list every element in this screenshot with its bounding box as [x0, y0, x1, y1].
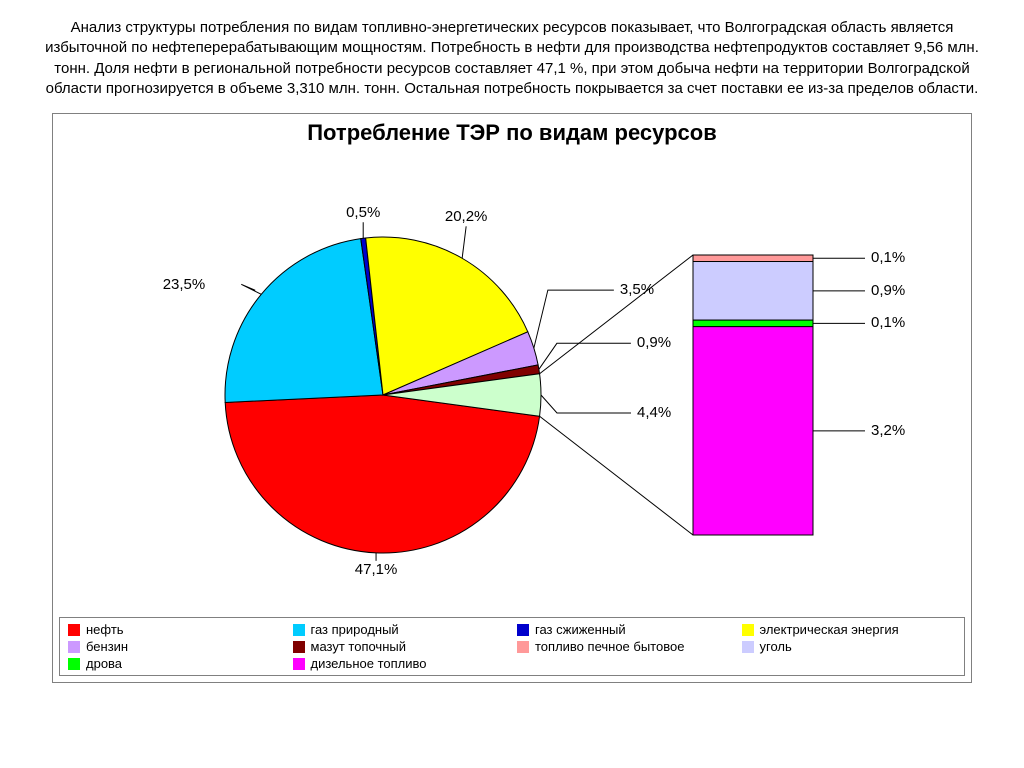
legend-label: электрическая энергия — [760, 622, 899, 637]
chart-container: Потребление ТЭР по видам ресурсов 47,1% 2… — [52, 113, 972, 683]
legend-item: газ природный — [293, 622, 508, 637]
bar-segment — [693, 320, 813, 327]
legend-label: топливо печное бытовое — [535, 639, 684, 654]
legend-swatch — [742, 641, 754, 653]
legend-label: бензин — [86, 639, 128, 654]
legend-swatch — [517, 641, 529, 653]
legend-swatch — [68, 641, 80, 653]
callout-label: 0,5% — [346, 204, 380, 221]
intro-paragraph: Анализ структуры потребления по видам то… — [40, 18, 984, 99]
callout-label: 23,5% — [163, 276, 206, 293]
callout-label: 20,2% — [445, 208, 488, 225]
legend-item: газ сжиженный — [517, 622, 732, 637]
legend-swatch — [293, 658, 305, 670]
legend-label: дизельное топливо — [311, 656, 427, 671]
breakout-bar — [53, 150, 973, 604]
legend-item: нефть — [68, 622, 283, 637]
callout-label: 0,9% — [637, 334, 671, 351]
bar-segment — [693, 327, 813, 535]
legend-item: дрова — [68, 656, 283, 671]
callout-label: 0,1% — [871, 314, 905, 331]
legend-item: дизельное топливо — [293, 656, 508, 671]
bar-segment — [693, 262, 813, 321]
callout-label: 3,2% — [871, 422, 905, 439]
legend-item: топливо печное бытовое — [517, 639, 732, 654]
legend-swatch — [293, 641, 305, 653]
bar-segment — [693, 255, 813, 262]
chart-area: 47,1% 23,5% 0,5% 20,2% 3,5% 0,9% 4,4% 0,1% 0,9% 0… — [53, 150, 971, 602]
legend-item: электрическая энергия — [742, 622, 957, 637]
legend-item: уголь — [742, 639, 957, 654]
legend: нефть газ природный газ сжиженный электриче… — [59, 617, 965, 676]
callout-label: 0,9% — [871, 282, 905, 299]
legend-label: газ сжиженный — [535, 622, 626, 637]
legend-swatch — [517, 624, 529, 636]
legend-swatch — [742, 624, 754, 636]
legend-swatch — [68, 624, 80, 636]
legend-swatch — [68, 658, 80, 670]
legend-item: бензин — [68, 639, 283, 654]
callout-label: 4,4% — [637, 404, 671, 421]
legend-swatch — [293, 624, 305, 636]
legend-item: мазут топочный — [293, 639, 508, 654]
chart-title: Потребление ТЭР по видам ресурсов — [53, 120, 971, 146]
legend-label: мазут топочный — [311, 639, 406, 654]
callout-label: 47,1% — [355, 561, 398, 578]
legend-label: газ природный — [311, 622, 399, 637]
legend-label: уголь — [760, 639, 792, 654]
callout-label: 3,5% — [620, 281, 654, 298]
legend-label: дрова — [86, 656, 122, 671]
legend-label: нефть — [86, 622, 124, 637]
callout-label: 0,1% — [871, 249, 905, 266]
